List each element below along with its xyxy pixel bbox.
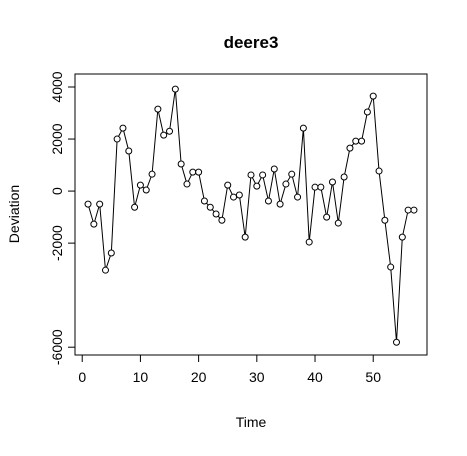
point: [398, 233, 406, 241]
point: [206, 203, 214, 211]
point: [253, 182, 261, 190]
point: [212, 210, 220, 218]
point: [317, 183, 325, 191]
point: [387, 263, 395, 271]
point: [113, 135, 121, 143]
point: [142, 186, 150, 194]
point: [375, 167, 383, 175]
x-axis-label: Time: [236, 414, 267, 430]
point: [299, 124, 307, 132]
point: [101, 266, 109, 274]
point: [276, 200, 284, 208]
y-axis-label: Deviation: [6, 185, 22, 243]
point: [160, 131, 168, 139]
point: [107, 249, 115, 257]
point: [96, 200, 104, 208]
point: [189, 168, 197, 176]
point: [404, 206, 412, 214]
point: [200, 197, 208, 205]
point: [84, 200, 92, 208]
point: [259, 171, 267, 179]
point: [136, 181, 144, 189]
point: [369, 92, 377, 100]
point: [154, 105, 162, 113]
point: [195, 168, 203, 176]
point: [352, 137, 360, 145]
x-tick-label: 10: [133, 369, 149, 385]
point: [131, 203, 139, 211]
point: [294, 193, 302, 201]
point: [148, 170, 156, 178]
point: [247, 171, 255, 179]
point: [230, 193, 238, 201]
point: [288, 170, 296, 178]
point: [119, 124, 127, 132]
y-tick-label: 2000: [49, 123, 65, 154]
point: [125, 147, 133, 155]
x-tick-label: 0: [78, 369, 86, 385]
point: [311, 183, 319, 191]
point: [410, 206, 418, 214]
point: [393, 338, 401, 346]
point: [270, 165, 278, 173]
point: [177, 160, 185, 168]
point: [218, 216, 226, 224]
point: [323, 213, 331, 221]
y-tick-label: -2000: [49, 225, 65, 261]
point: [334, 219, 342, 227]
y-tick-label: -6000: [49, 329, 65, 365]
point: [224, 181, 232, 189]
point: [358, 137, 366, 145]
point: [346, 144, 354, 152]
point: [305, 238, 313, 246]
x-tick-label: 40: [307, 369, 323, 385]
chart-title: deere3: [224, 33, 279, 52]
point: [171, 85, 179, 93]
y-tick-label: 0: [49, 187, 65, 195]
point: [241, 233, 249, 241]
point: [363, 108, 371, 116]
point: [381, 216, 389, 224]
point: [264, 197, 272, 205]
point: [90, 220, 98, 228]
x-tick-label: 50: [365, 369, 381, 385]
point: [166, 127, 174, 135]
x-tick-label: 30: [249, 369, 265, 385]
point: [328, 178, 336, 186]
plot-frame: [74, 73, 428, 356]
x-tick-label: 20: [191, 369, 207, 385]
y-tick-label: 4000: [49, 71, 65, 102]
point: [235, 191, 243, 199]
point: [282, 180, 290, 188]
point: [340, 173, 348, 181]
point: [183, 180, 191, 188]
